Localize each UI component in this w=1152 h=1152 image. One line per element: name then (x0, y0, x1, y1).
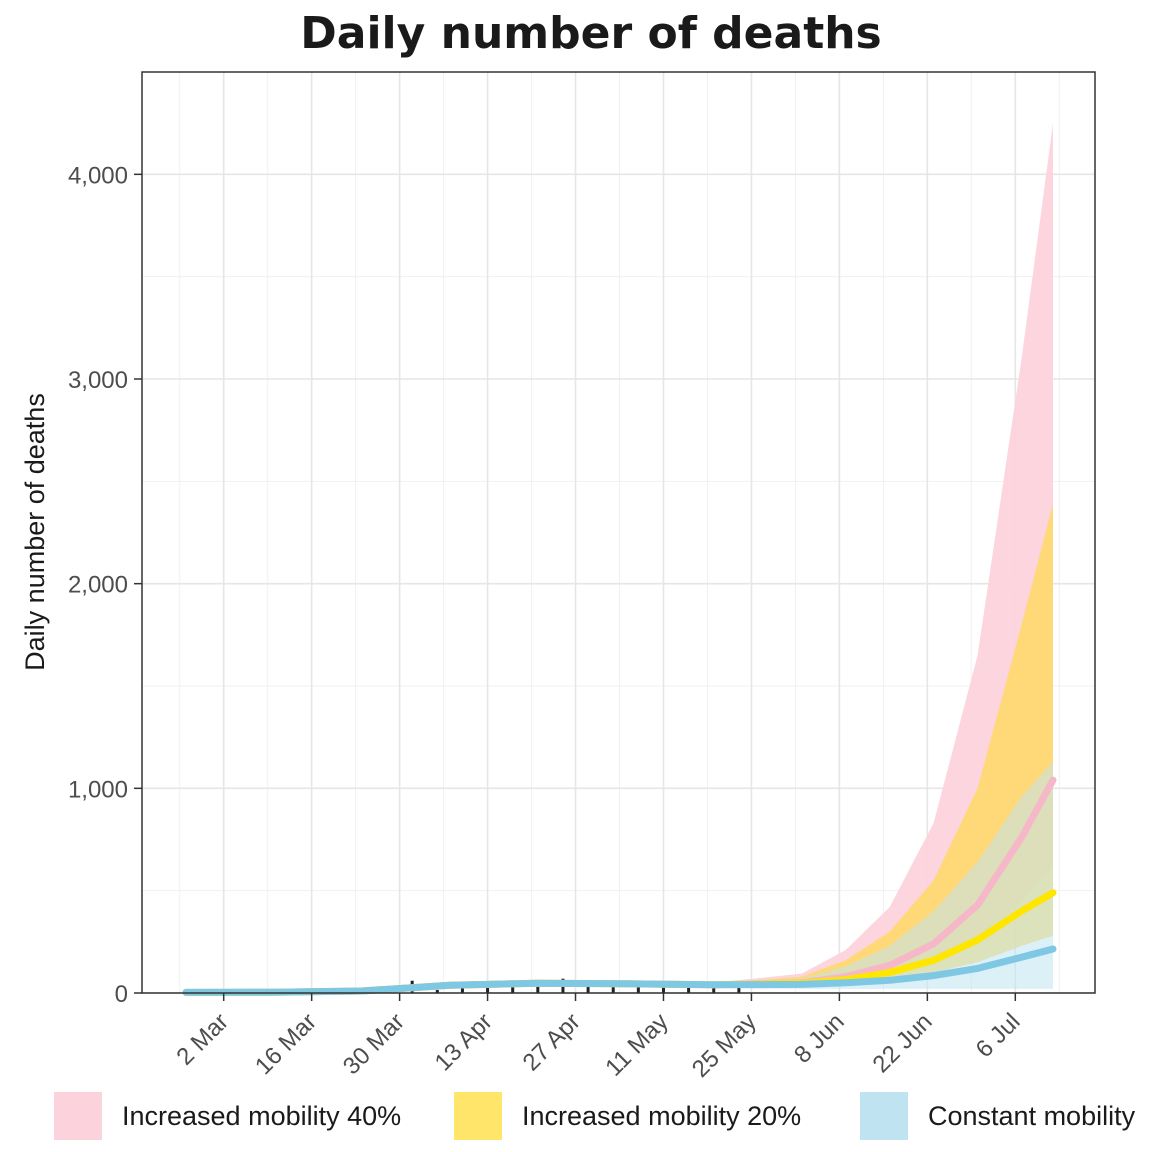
observed-bar (636, 983, 640, 993)
observed-bar (586, 982, 590, 993)
legend-item-increased-40: Increased mobility 40% (54, 1090, 401, 1142)
x-tick-label: 11 May (600, 1008, 673, 1081)
y-tick-label: 1,000 (68, 776, 128, 803)
legend-item-constant: Constant mobility (860, 1090, 1135, 1142)
legend-swatch-blue (860, 1092, 908, 1140)
y-tick-label: 3,000 (68, 367, 128, 394)
line-layer (182, 776, 1057, 996)
legend-swatch-yellow (454, 1092, 502, 1140)
legend-label: Increased mobility 20% (522, 1100, 802, 1131)
x-tick-label: 8 Jun (789, 1008, 850, 1069)
series-line-2 (182, 945, 1057, 996)
observed-bar (611, 981, 615, 993)
observed-bar (486, 984, 490, 993)
x-tick-label: 13 Apr (430, 1008, 498, 1076)
observed-bar (712, 984, 716, 993)
chart-title: Daily number of deaths (300, 8, 882, 59)
observed-bar (460, 986, 464, 993)
observed-bar (536, 983, 540, 993)
legend-item-increased-20: Increased mobility 20% (454, 1090, 801, 1142)
legend-label: Increased mobility 40% (122, 1100, 402, 1131)
x-tick-label: 25 May (687, 1008, 762, 1083)
y-tick-label: 0 (115, 981, 128, 1008)
observed-bar (435, 989, 439, 993)
x-tick-label: 2 Mar (171, 1008, 233, 1070)
y-tick-label: 4,000 (68, 162, 128, 189)
x-tick-label: 30 Mar (338, 1008, 410, 1080)
plot-frame (141, 71, 1096, 994)
observed-bar (661, 984, 665, 993)
x-tick-label: 22 Jun (868, 1008, 938, 1078)
y-tick-label: 2,000 (68, 572, 128, 599)
observed-bar (511, 984, 515, 993)
legend-swatch-pink (54, 1092, 102, 1140)
x-tick-label: 16 Mar (250, 1008, 322, 1080)
x-tick-label: 6 Jul (971, 1008, 1026, 1063)
observed-bar (687, 983, 691, 993)
legend-label: Constant mobility (928, 1100, 1136, 1131)
y-axis-title: Daily number of deaths (20, 393, 50, 671)
x-tick-label: 27 Apr (518, 1008, 586, 1076)
observed-bar (737, 984, 741, 993)
